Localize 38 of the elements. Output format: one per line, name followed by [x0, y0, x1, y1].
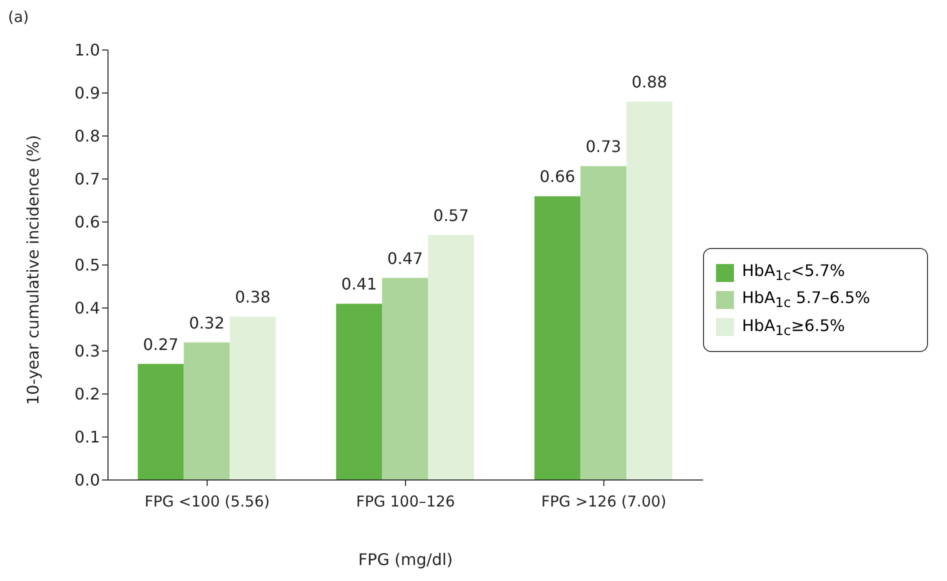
- data-label: 0.73: [586, 137, 622, 156]
- data-label: 0.47: [387, 248, 423, 268]
- bar: [230, 316, 276, 480]
- y-tick-label: 0.0: [74, 470, 100, 490]
- y-tick-label: 0.1: [74, 428, 100, 447]
- bar: [382, 278, 428, 480]
- data-label: 0.27: [142, 334, 179, 354]
- x-tick-label: FPG 100–126: [356, 492, 455, 511]
- legend-label: HbA$_{1c}$<5.7%: [742, 261, 846, 284]
- data-label: 0.38: [234, 288, 271, 307]
- data-label: 0.66: [540, 167, 576, 186]
- bar: [534, 196, 580, 480]
- y-tick-label: 0.8: [74, 126, 100, 146]
- legend-label: HbA$_{1c}$≥6.5%: [742, 316, 846, 339]
- y-tick-label: 0.6: [74, 212, 100, 232]
- y-tick-label: 0.4: [74, 298, 100, 318]
- data-label: 0.41: [341, 274, 377, 294]
- y-tick-label: 0.7: [74, 170, 100, 189]
- bar: [626, 102, 672, 480]
- y-tick-label: 0.5: [74, 256, 100, 275]
- y-axis-title: 10-year cumulative incidence (%): [24, 134, 43, 405]
- x-tick-label: FPG <100 (5.56): [144, 492, 270, 511]
- y-tick-label: 0.2: [74, 384, 100, 404]
- bar: [580, 166, 626, 480]
- x-tick-label: FPG >126 (7.00): [541, 492, 666, 511]
- y-tick-label: 1.0: [74, 40, 100, 60]
- x-axis-title: FPG (mg/dl): [358, 550, 453, 569]
- data-label: 0.57: [433, 206, 469, 225]
- bar: [336, 304, 382, 480]
- bar: [428, 234, 474, 480]
- y-tick-label: 0.3: [74, 342, 100, 361]
- text: (a): [8, 8, 30, 28]
- bar: [138, 364, 184, 480]
- y-tick-label: 0.9: [74, 84, 100, 103]
- data-label: 0.32: [188, 313, 225, 332]
- legend-label: HbA$_{1c}$ 5.7–6.5%: [742, 288, 870, 312]
- bar: [184, 342, 230, 480]
- data-label: 0.88: [632, 72, 668, 92]
